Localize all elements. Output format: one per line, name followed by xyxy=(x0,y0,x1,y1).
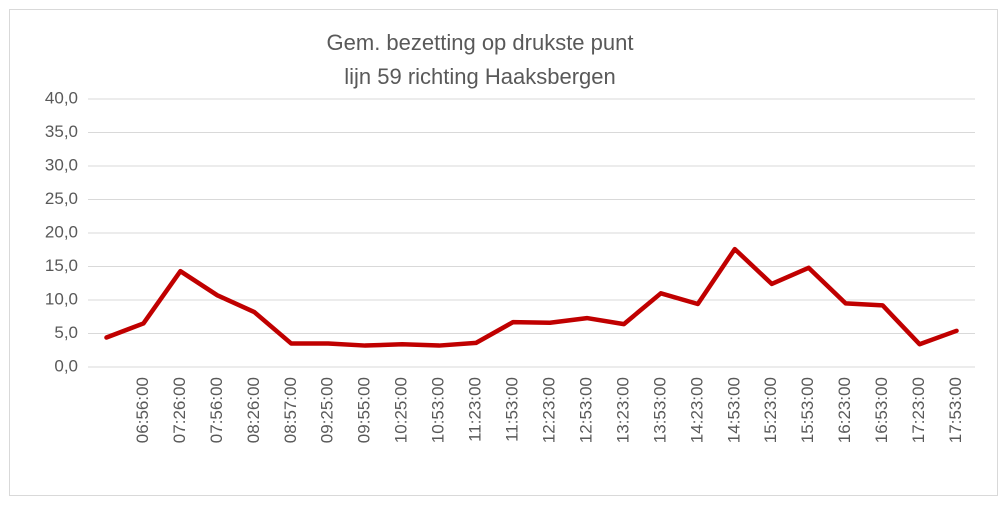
x-tick-label: 09:55:00 xyxy=(355,377,374,443)
x-tick-label: 09:25:00 xyxy=(318,377,337,443)
y-tick-label: 30,0 xyxy=(45,155,78,174)
x-tick-label: 08:57:00 xyxy=(281,377,300,443)
line-series xyxy=(104,246,959,348)
chart-title: lijn 59 richting Haaksbergen xyxy=(344,64,616,89)
x-tick-label: 11:53:00 xyxy=(503,377,522,442)
x-tick-label: 07:56:00 xyxy=(207,377,226,443)
y-tick-label: 25,0 xyxy=(45,189,78,208)
x-tick-label: 06:56:00 xyxy=(133,377,152,443)
y-tick-label: 20,0 xyxy=(45,222,78,241)
x-tick-label: 17:53:00 xyxy=(946,377,965,443)
x-tick-label: 13:53:00 xyxy=(650,377,669,443)
chart-title: Gem. bezetting op drukste punt xyxy=(327,30,634,55)
y-tick-label: 40,0 xyxy=(45,88,78,107)
x-tick-label: 08:26:00 xyxy=(244,377,263,443)
x-tick-label: 15:23:00 xyxy=(761,377,780,443)
x-tick-label: 12:23:00 xyxy=(539,377,558,443)
y-tick-label: 35,0 xyxy=(45,122,78,141)
y-tick-label: 5,0 xyxy=(54,323,78,342)
x-tick-label: 16:53:00 xyxy=(872,377,891,443)
x-tick-label: 10:25:00 xyxy=(392,377,411,443)
y-tick-label: 15,0 xyxy=(45,256,78,275)
x-tick-label: 11:23:00 xyxy=(466,377,485,442)
x-tick-label: 13:23:00 xyxy=(613,377,632,443)
x-tick-label: 07:26:00 xyxy=(170,377,189,443)
x-tick-label: 15:53:00 xyxy=(798,377,817,443)
x-tick-label: 12:53:00 xyxy=(576,377,595,443)
x-tick-label: 16:23:00 xyxy=(835,377,854,443)
x-tick-label: 10:53:00 xyxy=(429,377,448,443)
x-tick-label: 14:23:00 xyxy=(687,377,706,443)
chart-border xyxy=(9,9,998,496)
y-tick-label: 10,0 xyxy=(45,289,78,308)
y-tick-label: 0,0 xyxy=(54,356,78,375)
x-tick-label: 14:53:00 xyxy=(724,377,743,443)
x-tick-label: 17:23:00 xyxy=(909,377,928,443)
